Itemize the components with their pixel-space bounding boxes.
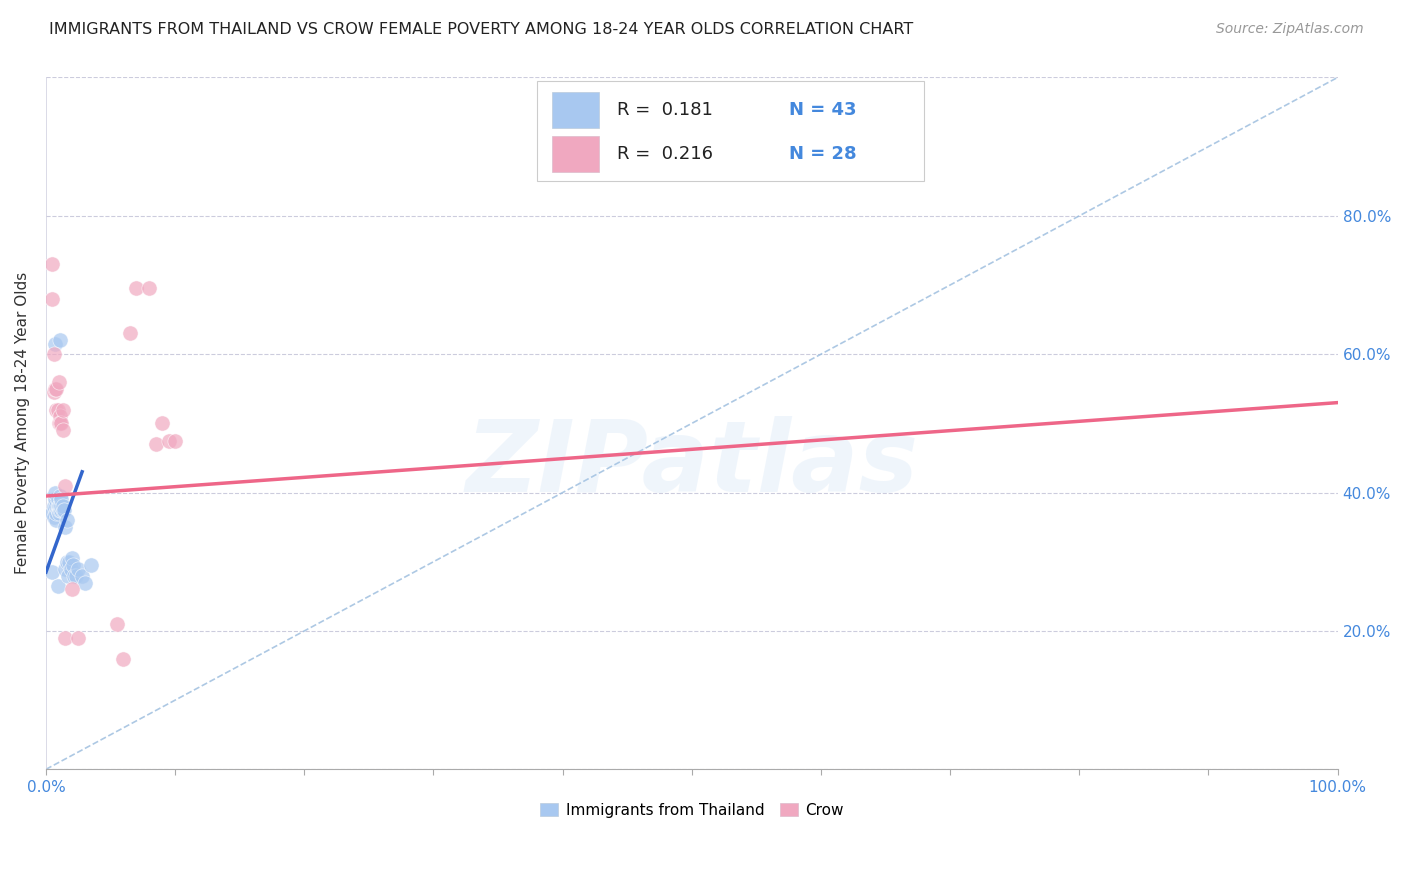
Text: ZIPatlas: ZIPatlas: [465, 417, 918, 514]
Text: IMMIGRANTS FROM THAILAND VS CROW FEMALE POVERTY AMONG 18-24 YEAR OLDS CORRELATIO: IMMIGRANTS FROM THAILAND VS CROW FEMALE …: [49, 22, 914, 37]
Point: [41, 257, 63, 271]
Y-axis label: Female Poverty Among 18-24 Year Olds: Female Poverty Among 18-24 Year Olds: [15, 272, 30, 574]
Point: [49, 489, 72, 503]
Point: [55, 513, 77, 527]
Point: [45, 382, 67, 396]
Point: [80, 558, 103, 573]
Point: [48, 500, 70, 514]
Point: [45, 506, 67, 520]
Point: [41, 292, 63, 306]
Point: [73, 575, 96, 590]
Point: [41, 565, 63, 579]
Point: [49, 334, 72, 348]
Point: [42, 385, 65, 400]
Point: [48, 375, 70, 389]
Point: [42, 347, 65, 361]
Point: [49, 503, 72, 517]
Point: [45, 513, 67, 527]
Point: [63, 568, 86, 582]
Point: [145, 437, 167, 451]
Point: [67, 631, 90, 645]
Point: [67, 562, 90, 576]
Text: N = 28: N = 28: [789, 145, 856, 162]
Point: [44, 336, 66, 351]
Point: [49, 409, 72, 424]
Point: [46, 503, 69, 517]
Point: [44, 485, 66, 500]
Point: [41, 506, 63, 520]
Point: [48, 500, 70, 514]
Point: [70, 568, 93, 582]
Point: [53, 520, 76, 534]
Point: [157, 434, 180, 448]
Point: [53, 478, 76, 492]
Bar: [553, 92, 599, 128]
Point: [52, 500, 75, 514]
Point: [125, 281, 148, 295]
Point: [112, 651, 135, 665]
Point: [105, 617, 128, 632]
Point: [53, 631, 76, 645]
Point: [44, 382, 66, 396]
Point: [46, 402, 69, 417]
Point: [60, 551, 83, 566]
Point: [60, 582, 83, 597]
Point: [53, 503, 76, 517]
Point: [165, 434, 187, 448]
Text: N = 43: N = 43: [789, 101, 856, 119]
Point: [42, 500, 65, 514]
Bar: [553, 136, 599, 171]
Point: [150, 417, 173, 431]
Text: R =  0.181: R = 0.181: [617, 101, 713, 119]
Point: [59, 562, 82, 576]
Point: [48, 503, 70, 517]
Point: [49, 417, 72, 431]
Point: [53, 562, 76, 576]
Point: [51, 417, 73, 431]
Point: [56, 568, 79, 582]
Point: [46, 579, 69, 593]
Point: [46, 500, 69, 514]
Point: [58, 555, 80, 569]
Text: Source: ZipAtlas.com: Source: ZipAtlas.com: [1216, 22, 1364, 37]
Point: [45, 500, 67, 514]
Point: [55, 555, 77, 569]
Point: [118, 326, 141, 341]
Point: [51, 500, 73, 514]
Point: [52, 402, 75, 417]
FancyBboxPatch shape: [537, 81, 924, 181]
Point: [62, 558, 84, 573]
Point: [44, 492, 66, 507]
Point: [65, 568, 87, 582]
Point: [51, 492, 73, 507]
Point: [52, 503, 75, 517]
Point: [46, 492, 69, 507]
Point: [51, 503, 73, 517]
Point: [48, 417, 70, 431]
Point: [48, 506, 70, 520]
Point: [52, 423, 75, 437]
Point: [45, 402, 67, 417]
Point: [49, 500, 72, 514]
Point: [42, 509, 65, 524]
Point: [138, 281, 160, 295]
Text: R =  0.216: R = 0.216: [617, 145, 713, 162]
Legend: Immigrants from Thailand, Crow: Immigrants from Thailand, Crow: [533, 797, 851, 824]
